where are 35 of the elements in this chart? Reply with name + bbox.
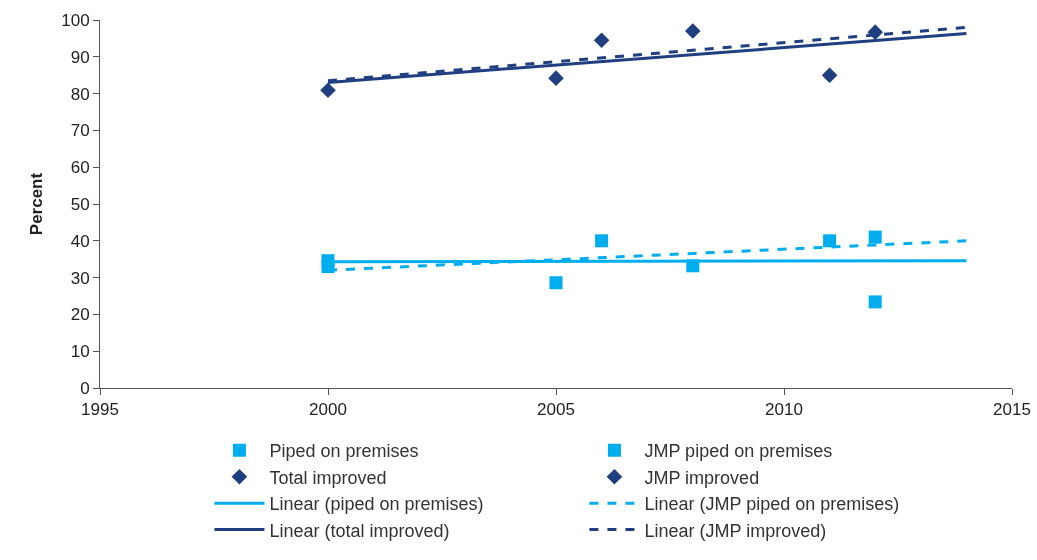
point [549,276,563,290]
point [595,234,609,248]
legend-label: JMP piped on premises [644,441,833,462]
x-tick-label: 2015 [993,400,1031,420]
point [548,70,564,86]
x-tick-label: 1995 [81,400,119,420]
legend-label: Linear (piped on premises) [269,494,484,515]
y-tick-label: 60 [70,158,90,178]
legend-label: Piped on premises [269,441,419,462]
y-tick-label: 0 [80,378,90,398]
y-tick-label: 80 [70,84,90,104]
y-tick-label: 10 [70,342,90,362]
legend-label: Linear (total improved) [269,520,450,541]
point [593,32,610,49]
legend-label: Linear (JMP piped on premises) [644,494,900,515]
x-tick-label: 2005 [537,400,575,420]
y-tick-label: 30 [70,268,90,288]
point [823,234,837,248]
y-tick-label: 40 [70,231,90,251]
point [821,67,838,83]
y-tick-label: 70 [70,121,90,141]
y-tick-label: 90 [70,47,90,67]
point [685,23,701,39]
point [320,82,336,99]
point [868,295,882,309]
y-tick-label: 50 [70,194,90,214]
point [868,230,882,244]
x-tick-label: 2010 [765,400,803,420]
legend-label: Total improved [269,467,387,488]
x-tick-label: 2000 [309,400,347,420]
y-tick-label: 100 [61,10,90,30]
legend-label: JMP improved [644,467,760,488]
y-tick-label: 20 [70,305,90,325]
legend-label: Linear (JMP improved) [644,520,827,541]
y-axis-title: Percent [26,172,46,236]
